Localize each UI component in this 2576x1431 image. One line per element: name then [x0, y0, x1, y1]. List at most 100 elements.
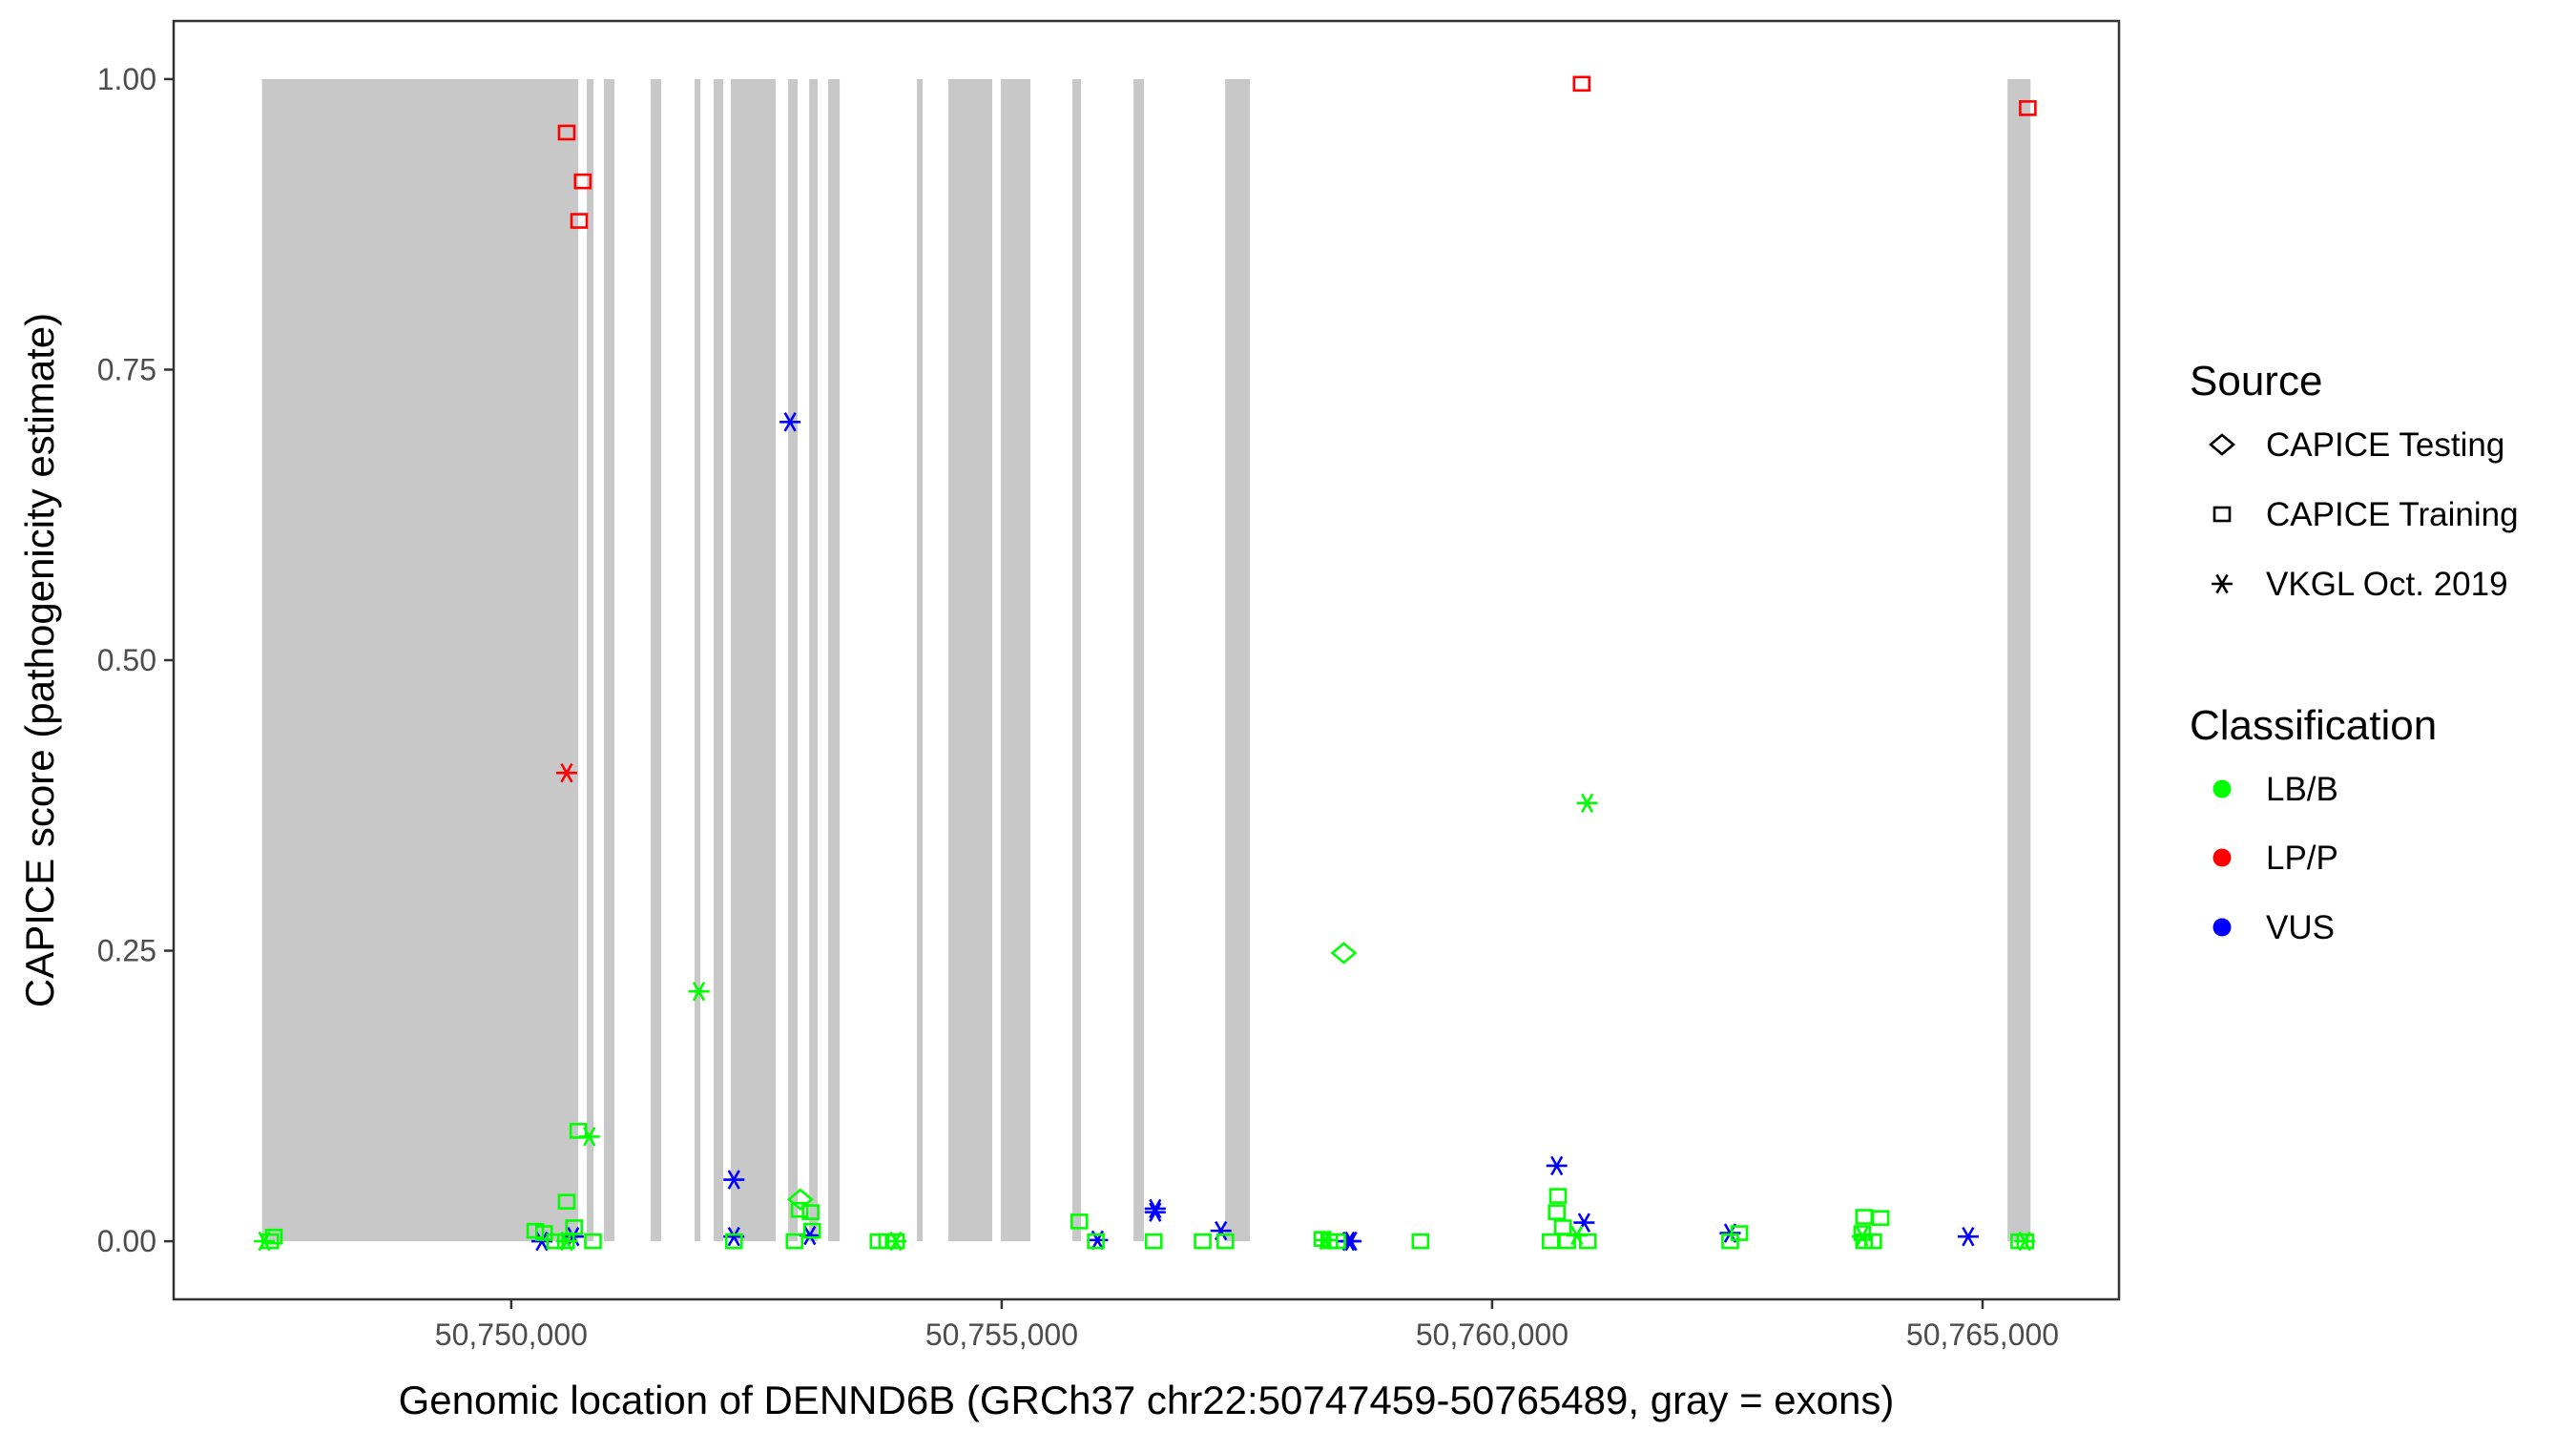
- square-icon: [2212, 506, 2232, 523]
- data-point: [1855, 1233, 1874, 1250]
- diamond-icon: [2208, 433, 2236, 456]
- data-point: [1576, 793, 1598, 814]
- exon-band: [1072, 78, 1082, 1242]
- asterisk-icon: [2212, 573, 2233, 594]
- data-point: [535, 1225, 553, 1241]
- exon-band: [1225, 78, 1251, 1242]
- data-point: [260, 1233, 280, 1250]
- exon-band: [948, 78, 993, 1242]
- x-axis: 50,750,000 50,755,000 50,760,000 50,765,000: [435, 1299, 2059, 1352]
- x-tick-label: 50,755,000: [925, 1317, 1078, 1352]
- dot-icon: [2212, 779, 2232, 798]
- exon-band: [788, 78, 799, 1242]
- data-point: [555, 762, 577, 783]
- data-point: [1553, 1219, 1572, 1235]
- data-point: [1194, 1233, 1212, 1250]
- data-point: [1721, 1233, 1739, 1250]
- data-point: [546, 1233, 565, 1250]
- data-point: [569, 1123, 588, 1139]
- legend-item-class: LB/B: [2212, 771, 2338, 808]
- x-tick-label: 50,760,000: [1416, 1317, 1568, 1352]
- y-tick-label: 0.50: [97, 643, 156, 677]
- data-point: [2016, 1233, 2035, 1250]
- legend-item-class: LP/P: [2212, 840, 2338, 877]
- data-point: [1216, 1233, 1235, 1250]
- data-point: [790, 1201, 809, 1218]
- y-tick-label: 0.25: [97, 934, 156, 968]
- legend: Source Classification CAPICE Testing CAPI…: [2190, 358, 2519, 946]
- data-point: [779, 412, 801, 432]
- exon-band: [731, 78, 777, 1242]
- x-tick-label: 50,765,000: [1906, 1317, 2059, 1352]
- exon-band: [828, 78, 841, 1242]
- data-point: [557, 1193, 576, 1210]
- data-point: [264, 1228, 283, 1245]
- data-point: [2019, 100, 2037, 116]
- exon-band: [695, 78, 701, 1242]
- data-point: [1070, 1213, 1089, 1230]
- data-point: [570, 213, 589, 229]
- legend-item-vkgl: VKGL Oct. 2019: [2212, 566, 2508, 603]
- y-axis-title: CAPICE score (pathogenicity estimate): [17, 313, 62, 1007]
- legend-item-training: CAPICE Training: [2212, 496, 2519, 533]
- data-point: [1573, 1213, 1595, 1233]
- data-point: [785, 1233, 804, 1250]
- data-points: [254, 75, 2037, 1252]
- y-tick-label: 1.00: [97, 62, 156, 96]
- exon-band: [587, 78, 594, 1242]
- data-point: [557, 124, 576, 141]
- legend-label: LB/B: [2266, 771, 2338, 808]
- legend-label: VKGL Oct. 2019: [2266, 566, 2508, 603]
- data-point: [1864, 1233, 1882, 1250]
- exon-band: [1133, 78, 1145, 1242]
- data-point: [1144, 1198, 1166, 1219]
- data-point: [1542, 1233, 1560, 1250]
- data-point: [1548, 1204, 1567, 1220]
- data-point: [786, 1188, 814, 1211]
- y-tick-label: 0.75: [97, 352, 156, 386]
- data-point: [688, 981, 710, 1002]
- data-point: [1548, 1188, 1568, 1204]
- dot-icon: [2212, 918, 2232, 937]
- data-point: [801, 1204, 820, 1220]
- x-axis-title: Genomic location of DENND6B (GRCh37 chr2…: [399, 1378, 1895, 1422]
- exon-band: [604, 78, 615, 1242]
- data-point: [724, 1233, 743, 1250]
- y-axis: 0.00 0.25 0.50 0.75 1.00: [97, 62, 174, 1258]
- exon-band: [1001, 78, 1031, 1242]
- data-point: [1328, 1233, 1346, 1250]
- legend-item-class: VUS: [2212, 909, 2335, 946]
- legend-label: VUS: [2266, 909, 2335, 946]
- legend-label: LP/P: [2266, 840, 2338, 877]
- exon-band: [714, 78, 724, 1242]
- data-point: [584, 1233, 602, 1250]
- exon-band: [261, 78, 579, 1242]
- data-point: [1144, 1233, 1163, 1250]
- exon-bands: [261, 78, 2031, 1242]
- data-point: [1144, 1202, 1166, 1222]
- legend-title-source: Source: [2190, 358, 2322, 404]
- data-point: [1853, 1225, 1872, 1241]
- data-point: [1730, 1225, 1749, 1241]
- data-point: [886, 1233, 905, 1250]
- data-point: [802, 1222, 821, 1239]
- dot-icon: [2212, 848, 2232, 867]
- data-point: [1957, 1227, 1979, 1247]
- data-point: [1871, 1210, 1890, 1227]
- data-point: [1578, 1233, 1597, 1250]
- data-point: [1330, 942, 1358, 964]
- exon-band: [2007, 78, 2031, 1242]
- legend-label: CAPICE Testing: [2266, 426, 2504, 464]
- exon-band: [651, 78, 662, 1242]
- data-point: [1087, 1233, 1105, 1250]
- legend-label: CAPICE Training: [2266, 496, 2519, 533]
- data-point: [1855, 1209, 1874, 1225]
- exon-band: [917, 78, 924, 1242]
- data-point: [1572, 75, 1591, 93]
- exon-band: [809, 78, 819, 1242]
- data-point: [573, 173, 592, 190]
- data-point: [1546, 1155, 1568, 1176]
- data-point: [723, 1170, 745, 1190]
- data-point: [530, 1231, 552, 1252]
